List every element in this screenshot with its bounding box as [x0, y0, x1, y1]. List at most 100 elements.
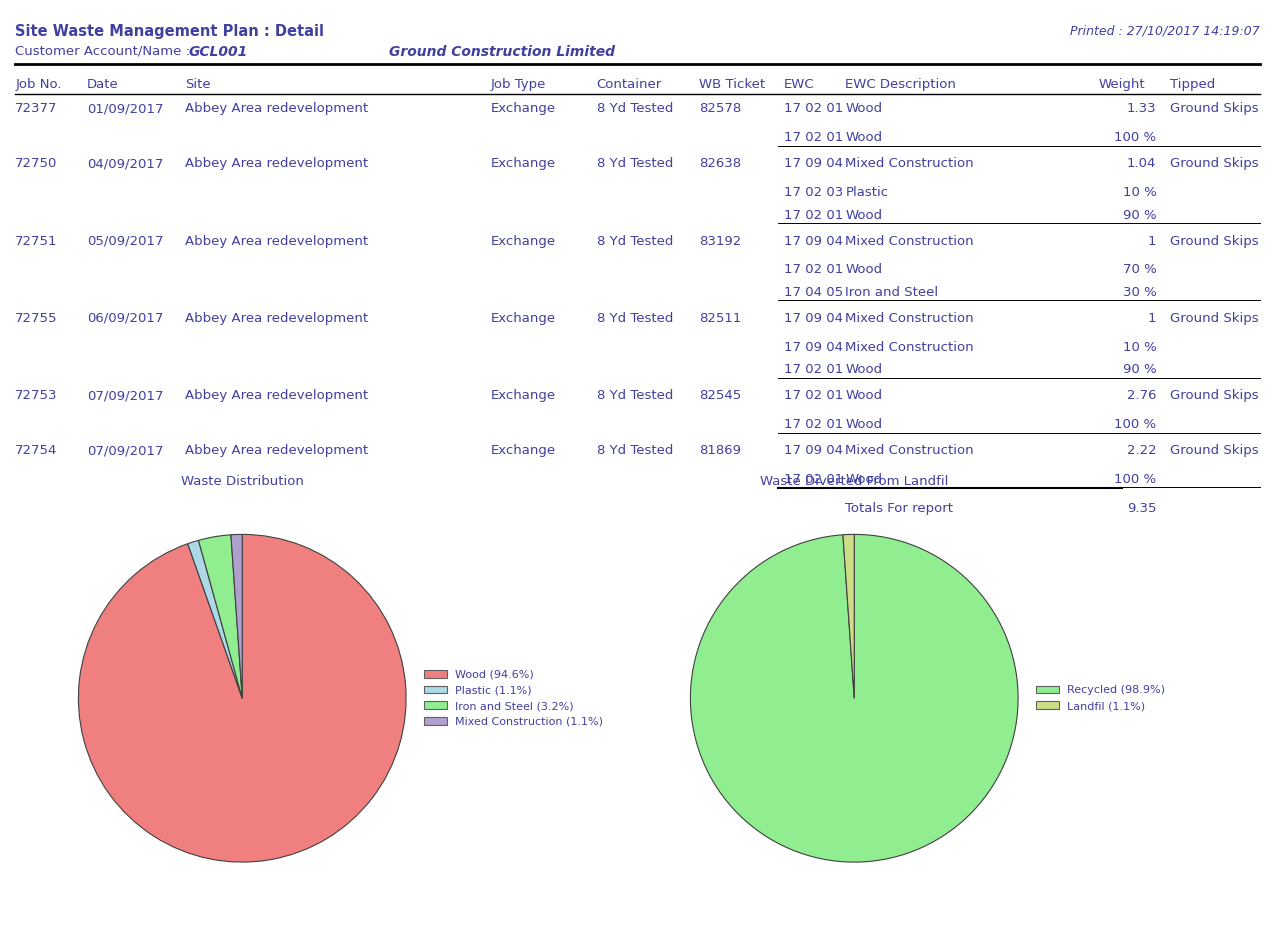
Text: Abbey Area redevelopment: Abbey Area redevelopment: [185, 312, 368, 325]
Text: Exchange: Exchange: [491, 444, 556, 457]
Text: Plastic: Plastic: [845, 186, 889, 199]
Text: Wood: Wood: [845, 389, 882, 402]
Text: 82545: 82545: [699, 389, 741, 402]
Text: Mixed Construction: Mixed Construction: [845, 157, 974, 170]
Text: Ground Skips: Ground Skips: [1170, 444, 1260, 457]
Text: 82511: 82511: [699, 312, 741, 325]
Text: Printed : 27/10/2017 14:19:07: Printed : 27/10/2017 14:19:07: [1070, 24, 1260, 37]
Text: Abbey Area redevelopment: Abbey Area redevelopment: [185, 389, 368, 402]
Wedge shape: [187, 540, 242, 698]
Text: Wood: Wood: [845, 418, 882, 431]
Text: Ground Skips: Ground Skips: [1170, 102, 1260, 115]
Legend: Recycled (98.9%), Landfil (1.1%): Recycled (98.9%), Landfil (1.1%): [1031, 681, 1170, 715]
Text: 82578: 82578: [699, 102, 741, 115]
Text: Site: Site: [185, 78, 210, 91]
Text: 83192: 83192: [699, 235, 741, 248]
Text: 82638: 82638: [699, 157, 741, 170]
Text: Abbey Area redevelopment: Abbey Area redevelopment: [185, 157, 368, 170]
Text: Mixed Construction: Mixed Construction: [845, 444, 974, 457]
Text: Abbey Area redevelopment: Abbey Area redevelopment: [185, 102, 368, 115]
Text: Ground Skips: Ground Skips: [1170, 157, 1260, 170]
Text: Exchange: Exchange: [491, 235, 556, 248]
Text: 2.76: 2.76: [1127, 389, 1156, 402]
Text: 72755: 72755: [15, 312, 57, 325]
Text: 100 %: 100 %: [1114, 131, 1156, 144]
Text: 17 02 01: 17 02 01: [784, 389, 843, 402]
Text: 72753: 72753: [15, 389, 57, 402]
Text: 100 %: 100 %: [1114, 418, 1156, 431]
Text: 17 02 03: 17 02 03: [784, 186, 843, 199]
Wedge shape: [78, 534, 407, 862]
Text: 07/09/2017: 07/09/2017: [87, 444, 163, 457]
Text: Ground Skips: Ground Skips: [1170, 235, 1260, 248]
Text: 17 02 01: 17 02 01: [784, 263, 843, 277]
Text: 8 Yd Tested: 8 Yd Tested: [597, 235, 673, 248]
Text: Wood: Wood: [845, 102, 882, 115]
Text: Job No.: Job No.: [15, 78, 61, 91]
Text: Ground Skips: Ground Skips: [1170, 312, 1260, 325]
Text: 17 02 01: 17 02 01: [784, 418, 843, 431]
Text: 30 %: 30 %: [1123, 286, 1156, 299]
Text: Exchange: Exchange: [491, 157, 556, 170]
Text: 1.33: 1.33: [1127, 102, 1156, 115]
Text: 17 02 01: 17 02 01: [784, 473, 843, 486]
Text: 17 09 04: 17 09 04: [784, 341, 843, 354]
Text: 8 Yd Tested: 8 Yd Tested: [597, 389, 673, 402]
Text: 17 02 01: 17 02 01: [784, 102, 843, 115]
Text: Container: Container: [597, 78, 662, 91]
Text: Weight: Weight: [1099, 78, 1146, 91]
Text: Abbey Area redevelopment: Abbey Area redevelopment: [185, 444, 368, 457]
Text: 10 %: 10 %: [1123, 341, 1156, 354]
Title: Waste Diverted From Landfil: Waste Diverted From Landfil: [760, 475, 949, 488]
Text: Mixed Construction: Mixed Construction: [845, 312, 974, 325]
Text: Tipped: Tipped: [1170, 78, 1215, 91]
Text: 100 %: 100 %: [1114, 473, 1156, 486]
Text: 06/09/2017: 06/09/2017: [87, 312, 163, 325]
Text: EWC: EWC: [784, 78, 815, 91]
Text: 2.22: 2.22: [1127, 444, 1156, 457]
Title: Waste Distribution: Waste Distribution: [181, 475, 303, 488]
Text: GCL001: GCL001: [189, 45, 247, 59]
Text: 01/09/2017: 01/09/2017: [87, 102, 163, 115]
Text: 70 %: 70 %: [1123, 263, 1156, 277]
Text: Iron and Steel: Iron and Steel: [845, 286, 938, 299]
Text: 8 Yd Tested: 8 Yd Tested: [597, 312, 673, 325]
Text: 17 02 01: 17 02 01: [784, 209, 843, 222]
Legend: Wood (94.6%), Plastic (1.1%), Iron and Steel (3.2%), Mixed Construction (1.1%): Wood (94.6%), Plastic (1.1%), Iron and S…: [419, 666, 608, 731]
Text: Wood: Wood: [845, 263, 882, 277]
Text: 04/09/2017: 04/09/2017: [87, 157, 163, 170]
Wedge shape: [690, 534, 1019, 862]
Text: 05/09/2017: 05/09/2017: [87, 235, 163, 248]
Text: Exchange: Exchange: [491, 102, 556, 115]
Text: Date: Date: [87, 78, 119, 91]
Text: 72377: 72377: [15, 102, 57, 115]
Text: Mixed Construction: Mixed Construction: [845, 235, 974, 248]
Text: EWC Description: EWC Description: [845, 78, 956, 91]
Text: 17 09 04: 17 09 04: [784, 312, 843, 325]
Text: Exchange: Exchange: [491, 312, 556, 325]
Text: Mixed Construction: Mixed Construction: [845, 341, 974, 354]
Text: 90 %: 90 %: [1123, 209, 1156, 222]
Text: 17 09 04: 17 09 04: [784, 157, 843, 170]
Text: 72750: 72750: [15, 157, 57, 170]
Text: Wood: Wood: [845, 473, 882, 486]
Text: 72751: 72751: [15, 235, 57, 248]
Text: Totals For report: Totals For report: [845, 502, 954, 515]
Text: 8 Yd Tested: 8 Yd Tested: [597, 157, 673, 170]
Text: 17 04 05: 17 04 05: [784, 286, 843, 299]
Text: WB Ticket: WB Ticket: [699, 78, 765, 91]
Text: 72754: 72754: [15, 444, 57, 457]
Text: Ground Construction Limited: Ground Construction Limited: [389, 45, 615, 59]
Text: Job Type: Job Type: [491, 78, 546, 91]
Text: 1: 1: [1148, 312, 1156, 325]
Text: Abbey Area redevelopment: Abbey Area redevelopment: [185, 235, 368, 248]
Text: Wood: Wood: [845, 131, 882, 144]
Text: Wood: Wood: [845, 209, 882, 222]
Text: Site Waste Management Plan : Detail: Site Waste Management Plan : Detail: [15, 24, 324, 39]
Text: 81869: 81869: [699, 444, 741, 457]
Text: 07/09/2017: 07/09/2017: [87, 389, 163, 402]
Text: 90 %: 90 %: [1123, 363, 1156, 376]
Text: Ground Skips: Ground Skips: [1170, 389, 1260, 402]
Text: 9.35: 9.35: [1127, 502, 1156, 515]
Text: 17 09 04: 17 09 04: [784, 235, 843, 248]
